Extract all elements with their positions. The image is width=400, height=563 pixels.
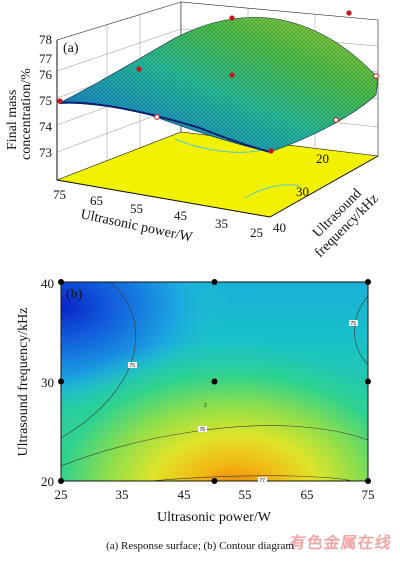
y-ticks-3d: 20 30 40 (273, 151, 329, 235)
x-tick: 45 (178, 487, 191, 502)
design-point (365, 478, 371, 484)
y-tick: 30 (41, 375, 54, 390)
design-point (58, 478, 64, 484)
z-tick: 76 (39, 67, 53, 82)
center-point-count: 2 (204, 403, 207, 409)
x-tick: 35 (116, 487, 129, 502)
floor-contour-line (244, 184, 301, 199)
experiment-points (57, 10, 379, 154)
experiment-point (136, 66, 142, 72)
design-point (211, 378, 218, 385)
contour-line-75-left (61, 282, 136, 439)
surface-front-edge (58, 101, 271, 153)
x-ticks-contour: 25 35 45 55 65 75 (55, 487, 375, 502)
experiment-point (229, 72, 235, 78)
z-tick: 73 (39, 145, 52, 160)
experiment-point (373, 73, 379, 79)
x-ticks-3d: 75 65 55 45 35 25 (53, 187, 263, 240)
contour-line-75-right (354, 295, 368, 366)
panel-label-b: (b) (66, 287, 83, 302)
z-ticks: 73 74 75 76 77 78 (39, 32, 53, 160)
x-tick: 55 (239, 487, 252, 502)
design-point (365, 279, 371, 285)
x-tick: 45 (174, 208, 187, 223)
x-tick: 35 (215, 216, 228, 231)
y-tick: 20 (41, 474, 54, 489)
contour-label: 75 (130, 363, 136, 369)
design-point (365, 378, 371, 385)
surface-panel: 73 74 75 76 77 78 75 65 55 45 35 25 20 3… (5, 1, 382, 261)
z-tick: 77 (39, 51, 53, 66)
contour-line-77 (149, 475, 353, 481)
experiment-point (229, 15, 235, 21)
z-tick: 75 (39, 93, 52, 108)
design-point (211, 279, 218, 285)
z-tick: 78 (39, 32, 52, 47)
experiment-point (268, 148, 274, 154)
panel-label-a: (a) (63, 41, 79, 56)
design-points (58, 279, 371, 484)
contour-label: 76 (200, 427, 206, 433)
design-point (58, 378, 64, 385)
contour-line-76 (61, 425, 368, 467)
z-axis-label-line1: Final mass (5, 90, 20, 150)
y-axis-label-contour: Ultrasound frequency/kHz (16, 308, 31, 457)
design-point (58, 279, 64, 285)
experiment-point (154, 114, 160, 120)
y-tick: 20 (316, 151, 329, 166)
y-ticks-contour: 20 30 40 (41, 276, 54, 489)
y-tick: 40 (41, 276, 54, 291)
surface-mesh (59, 17, 378, 152)
z-axis-label-line2: concentration/% (19, 68, 34, 160)
x-tick: 65 (90, 193, 103, 208)
x-tick: 75 (53, 187, 66, 202)
figure-caption: (a) Response surface; (b) Contour diagra… (106, 540, 294, 552)
x-axis-label-contour: Ultrasonic power/W (157, 510, 272, 525)
x-tick: 55 (130, 201, 143, 216)
x-tick: 65 (301, 487, 314, 502)
experiment-point (333, 117, 339, 123)
experiment-point (346, 10, 352, 16)
z-tick: 74 (39, 119, 53, 134)
contour-panel: 75 75 76 77 2 25 35 45 55 65 75 20 30 40… (16, 276, 375, 525)
x-tick: 25 (250, 225, 263, 240)
x-tick: 75 (362, 487, 375, 502)
y-tick: 30 (296, 184, 309, 199)
contour-label: 75 (351, 321, 357, 327)
floor-contour-line (174, 138, 263, 153)
x-tick: 25 (55, 487, 68, 502)
design-point (211, 478, 218, 484)
experiment-point (57, 98, 63, 104)
contour-label: 77 (260, 478, 266, 484)
y-tick: 40 (273, 220, 286, 235)
